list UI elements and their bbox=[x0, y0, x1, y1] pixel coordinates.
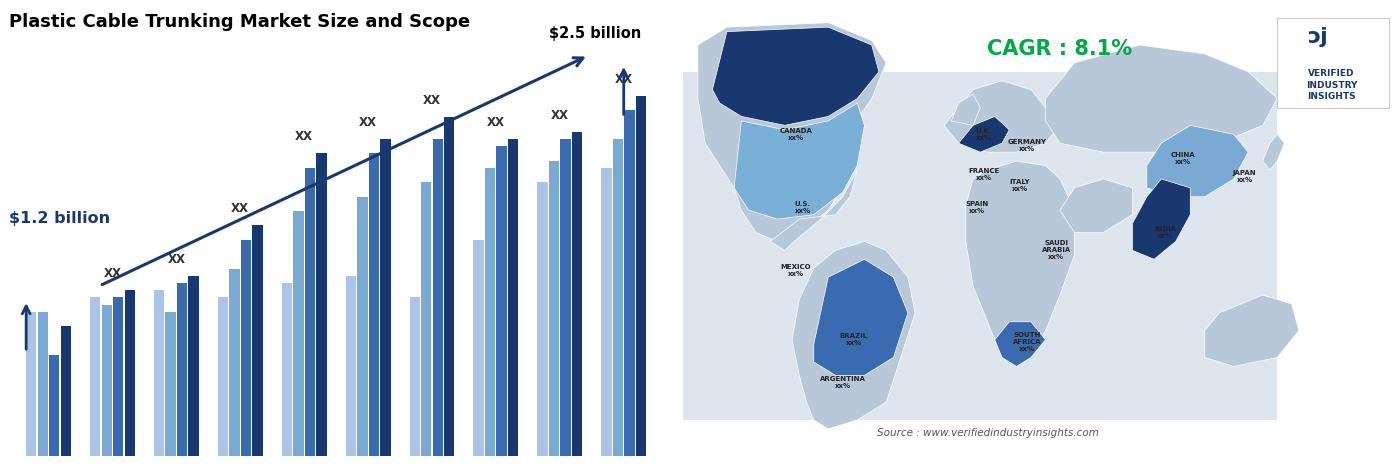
Text: SAUDI
ARABIA
xx%: SAUDI ARABIA xx% bbox=[1042, 240, 1071, 260]
Text: Source : www.verifiedindustryinsights.com: Source : www.verifiedindustryinsights.co… bbox=[876, 428, 1099, 438]
Text: XX: XX bbox=[168, 252, 185, 266]
Bar bbox=[165, 312, 176, 456]
Text: CHINA
xx%: CHINA xx% bbox=[1170, 153, 1196, 166]
Polygon shape bbox=[959, 116, 1009, 152]
Polygon shape bbox=[813, 259, 909, 375]
Text: U.S.
xx%: U.S. xx% bbox=[795, 201, 811, 214]
Bar bbox=[125, 290, 134, 456]
Bar bbox=[368, 153, 379, 456]
Polygon shape bbox=[713, 27, 879, 126]
Text: SOUTH
AFRICA
xx%: SOUTH AFRICA xx% bbox=[1014, 332, 1042, 352]
Bar bbox=[410, 297, 420, 456]
Text: ↄj: ↄj bbox=[1306, 27, 1327, 47]
Bar bbox=[538, 182, 547, 456]
Text: XX: XX bbox=[487, 116, 505, 129]
Polygon shape bbox=[995, 322, 1046, 366]
Text: XX: XX bbox=[550, 109, 568, 122]
Bar bbox=[281, 283, 293, 456]
Polygon shape bbox=[1205, 295, 1299, 366]
Polygon shape bbox=[966, 161, 1074, 366]
Polygon shape bbox=[952, 94, 980, 126]
Bar bbox=[252, 226, 263, 456]
Bar bbox=[549, 160, 559, 456]
Text: XX: XX bbox=[104, 267, 122, 280]
Bar bbox=[218, 297, 228, 456]
Bar bbox=[613, 139, 623, 456]
Text: BRAZIL
xx%: BRAZIL xx% bbox=[840, 333, 868, 346]
Polygon shape bbox=[944, 81, 1060, 152]
Text: JAPAN
xx%: JAPAN xx% bbox=[1233, 170, 1256, 183]
Polygon shape bbox=[1147, 126, 1249, 197]
Text: INDIA
xx%: INDIA xx% bbox=[1154, 226, 1176, 239]
Text: FRANCE
xx%: FRANCE xx% bbox=[969, 168, 1000, 181]
Bar bbox=[357, 197, 368, 456]
Bar bbox=[624, 110, 634, 456]
Bar bbox=[601, 168, 612, 456]
Text: ITALY
xx%: ITALY xx% bbox=[1009, 179, 1030, 192]
Bar bbox=[230, 268, 239, 456]
Bar bbox=[508, 139, 518, 456]
Bar bbox=[305, 168, 315, 456]
Text: XX: XX bbox=[423, 94, 441, 107]
Bar bbox=[90, 297, 101, 456]
Bar bbox=[381, 139, 391, 456]
Bar bbox=[60, 326, 71, 456]
Bar bbox=[189, 276, 199, 456]
Bar bbox=[560, 139, 571, 456]
Bar bbox=[433, 139, 442, 456]
Bar bbox=[241, 239, 251, 456]
Text: CANADA
xx%: CANADA xx% bbox=[780, 128, 812, 141]
FancyBboxPatch shape bbox=[1277, 18, 1389, 107]
Text: U.K.
xx%: U.K. xx% bbox=[976, 128, 993, 141]
Text: XX: XX bbox=[295, 130, 314, 143]
Text: XX: XX bbox=[358, 116, 377, 129]
Bar bbox=[421, 182, 431, 456]
Polygon shape bbox=[1060, 179, 1133, 232]
FancyBboxPatch shape bbox=[683, 72, 1277, 420]
Text: XX: XX bbox=[615, 73, 633, 86]
Text: MEXICO
xx%: MEXICO xx% bbox=[780, 264, 811, 277]
Bar bbox=[484, 168, 496, 456]
Bar bbox=[293, 211, 304, 456]
Polygon shape bbox=[792, 241, 916, 429]
Polygon shape bbox=[1263, 134, 1284, 170]
Bar bbox=[636, 96, 647, 456]
Text: $1.2 billion: $1.2 billion bbox=[8, 211, 111, 226]
Bar bbox=[346, 276, 356, 456]
Polygon shape bbox=[770, 170, 857, 250]
Bar bbox=[176, 283, 188, 456]
Text: CAGR : 8.1%: CAGR : 8.1% bbox=[987, 40, 1133, 60]
Text: ARGENTINA
xx%: ARGENTINA xx% bbox=[820, 376, 865, 389]
Text: GERMANY
xx%: GERMANY xx% bbox=[1008, 139, 1047, 152]
Bar bbox=[38, 312, 48, 456]
Polygon shape bbox=[1046, 45, 1277, 152]
Polygon shape bbox=[699, 23, 886, 241]
Bar bbox=[27, 312, 36, 456]
Bar bbox=[316, 153, 326, 456]
Bar bbox=[113, 297, 123, 456]
Text: Plastic Cable Trunking Market Size and Scope: Plastic Cable Trunking Market Size and S… bbox=[8, 13, 470, 31]
Text: VERIFIED
INDUSTRY
INSIGHTS: VERIFIED INDUSTRY INSIGHTS bbox=[1306, 69, 1357, 101]
Bar bbox=[473, 239, 484, 456]
Text: $2.5 billion: $2.5 billion bbox=[549, 26, 641, 41]
Polygon shape bbox=[734, 103, 864, 219]
Bar bbox=[102, 305, 112, 456]
Bar bbox=[497, 146, 507, 456]
Polygon shape bbox=[1133, 179, 1190, 259]
Bar bbox=[49, 355, 59, 456]
Bar bbox=[444, 117, 455, 456]
Text: SPAIN
xx%: SPAIN xx% bbox=[965, 201, 988, 214]
Bar bbox=[154, 290, 164, 456]
Bar bbox=[571, 132, 582, 456]
Text: XX: XX bbox=[231, 202, 249, 215]
